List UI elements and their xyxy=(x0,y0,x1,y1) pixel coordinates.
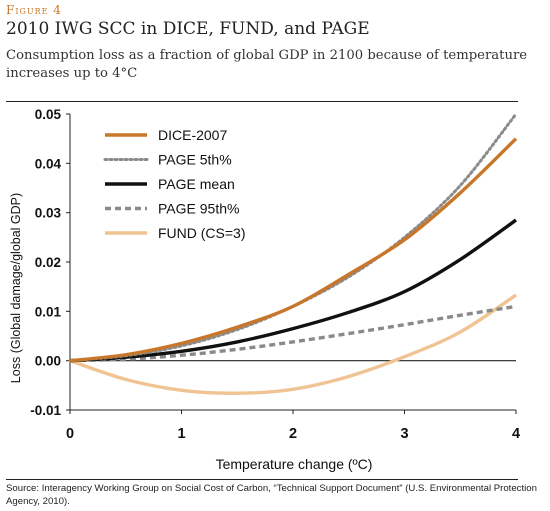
y-axis-label: Loss (Global damage/global GDP) xyxy=(9,193,23,383)
y-tick-label: 0.05 xyxy=(35,107,62,122)
legend-label: PAGE 95th% xyxy=(158,201,239,217)
y-tick-label: -0.01 xyxy=(30,403,61,418)
legend-label: FUND (CS=3) xyxy=(158,225,246,241)
series-line-fund-cs-3 xyxy=(69,293,517,395)
series-line-page-95th xyxy=(69,304,517,363)
series-layer xyxy=(68,112,518,395)
legend-label: DICE-2007 xyxy=(158,127,227,143)
legend-label: PAGE 5th% xyxy=(158,152,232,168)
y-tick-label: 0.04 xyxy=(35,156,62,171)
series-line-page-mean xyxy=(69,218,517,363)
y-tick-label: 0.03 xyxy=(35,206,62,221)
figure-label: Figure 4 xyxy=(6,3,62,17)
x-axis-label: Temperature change (ºC) xyxy=(216,456,373,472)
x-tick-label: 1 xyxy=(177,426,185,442)
y-tick-label: 0.02 xyxy=(35,255,61,270)
bottom-rule xyxy=(6,479,518,480)
figure-title: 2010 IWG SCC in DICE, FUND, and PAGE xyxy=(6,19,370,39)
y-tick-label: 0.01 xyxy=(35,304,62,319)
x-tick-label: 2 xyxy=(289,426,297,442)
x-tick-label: 3 xyxy=(400,426,408,442)
legend-label: PAGE mean xyxy=(158,176,235,192)
x-tick-label: 4 xyxy=(512,426,520,442)
chart-axes: -0.01 0.00 0.01 0.02 0.03 0.04 0.05 0 1 2 3 4 xyxy=(30,107,520,442)
line-chart: -0.01 0.00 0.01 0.02 0.03 0.04 0.05 0 1 2 3 4 DICE-… xyxy=(9,107,520,472)
y-tick-label: 0.00 xyxy=(35,354,61,369)
source-note: Source: Interagency Working Group on Soc… xyxy=(6,483,537,507)
top-rule xyxy=(6,101,518,102)
figure-subtitle: Consumption loss as a fraction of global… xyxy=(6,48,528,81)
series-line-dice-2007 xyxy=(69,137,518,363)
x-tick-label: 0 xyxy=(66,426,74,442)
chart-legend: DICE-2007 PAGE 5th% PAGE mean PAGE 95th% FUN… xyxy=(103,127,246,241)
series-line-page-5th xyxy=(68,112,518,363)
